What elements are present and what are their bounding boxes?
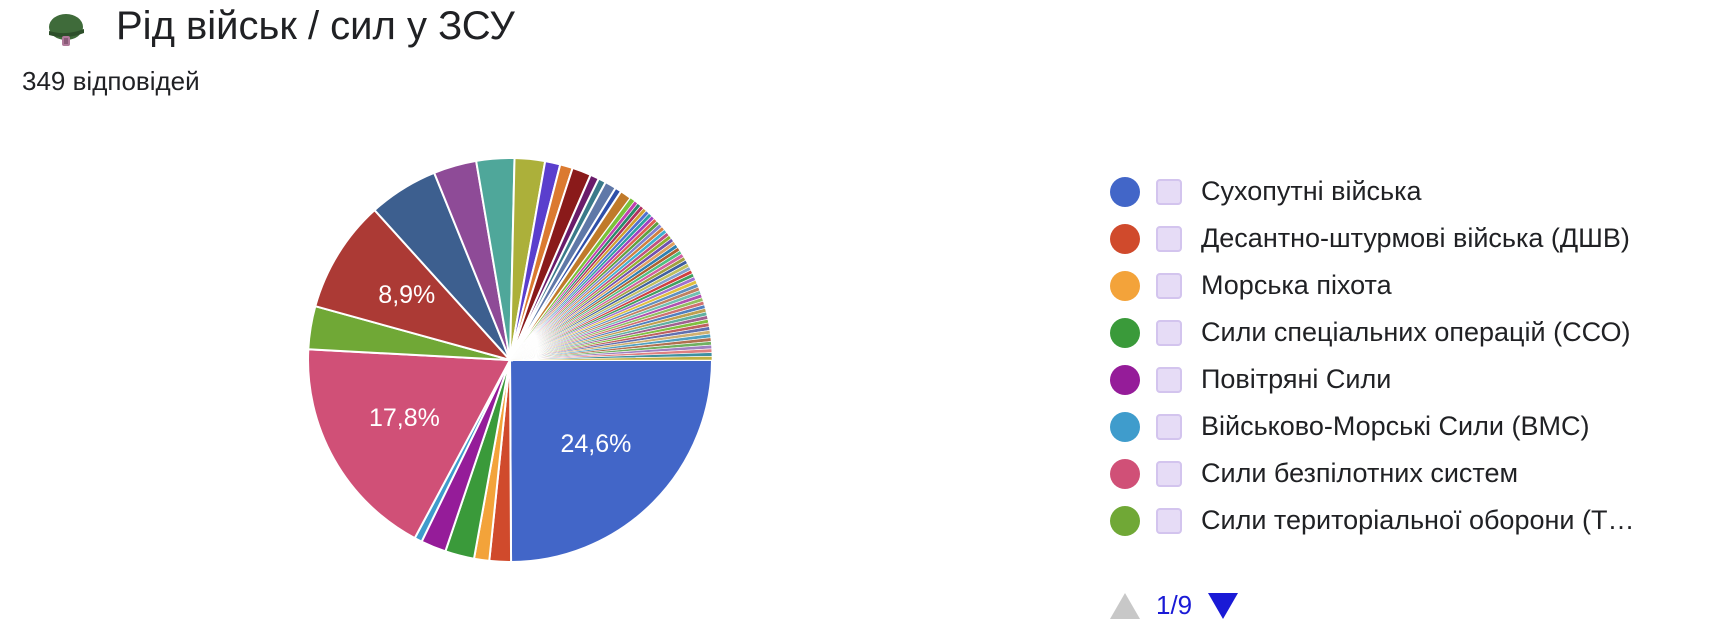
legend-label: Десантно-штурмові війська (ДШВ): [1201, 223, 1630, 253]
legend-item[interactable]: Десантно-штурмові війська (ДШВ): [1110, 215, 1634, 262]
arrow-down-icon[interactable]: [1208, 592, 1239, 619]
legend-item[interactable]: Сухопутні війська: [1110, 168, 1634, 215]
legend-item[interactable]: Повітряні Сили: [1110, 356, 1634, 403]
legend-checkbox[interactable]: [1156, 272, 1182, 299]
pie-chart: 24,6% 17,8% 8,9%: [307, 157, 714, 564]
legend-dot: [1110, 505, 1140, 536]
slice-label: 8,9%: [378, 281, 435, 309]
legend-label: Сили безпілотних систем: [1201, 458, 1519, 488]
chart-header: Рід військ / сил у ЗСУ: [44, 4, 515, 49]
page-indicator: 1/9: [1156, 590, 1193, 620]
legend-item[interactable]: Сили безпілотних систем: [1110, 450, 1634, 497]
legend-dot: [1110, 458, 1140, 489]
pie-slice[interactable]: [508, 359, 714, 564]
response-count: 349 відповідей: [22, 66, 200, 96]
legend-checkbox[interactable]: [1156, 460, 1182, 487]
legend-item[interactable]: Військово-Морські Сили (ВМС): [1110, 403, 1634, 450]
legend-checkbox[interactable]: [1156, 178, 1182, 205]
legend-checkbox[interactable]: [1156, 366, 1182, 393]
legend-item[interactable]: Сили спеціальних операцій (ССО): [1110, 309, 1634, 356]
legend-dot: [1110, 270, 1140, 301]
legend-label: Повітряні Сили: [1201, 364, 1392, 394]
legend: Сухопутні війська Десантно-штурмові війс…: [1110, 168, 1634, 544]
legend-label: Сухопутні війська: [1201, 176, 1422, 206]
pie-slice[interactable]: [307, 348, 512, 540]
chart-title: Рід військ / сил у ЗСУ: [116, 4, 515, 48]
legend-dot: [1110, 364, 1140, 395]
legend-pager: 1/9: [1110, 590, 1239, 621]
legend-item[interactable]: Морська піхота: [1110, 262, 1634, 309]
legend-label: Морська піхота: [1201, 270, 1392, 300]
legend-dot: [1110, 176, 1140, 207]
legend-checkbox[interactable]: [1156, 413, 1182, 440]
legend-label: Сили територіальної оборони (Т…: [1201, 505, 1635, 535]
legend-label: Сили спеціальних операцій (ССО): [1201, 317, 1631, 347]
legend-checkbox[interactable]: [1156, 225, 1182, 252]
pie-slice[interactable]: [314, 208, 514, 362]
legend-item[interactable]: Сили територіальної оборони (Т…: [1110, 497, 1634, 544]
pie-slice[interactable]: [509, 355, 713, 361]
legend-checkbox[interactable]: [1156, 319, 1182, 346]
helmet-icon: [49, 13, 84, 46]
legend-dot: [1110, 223, 1140, 254]
slice-label: 24,6%: [560, 430, 631, 458]
slice-label: 17,8%: [369, 404, 440, 432]
legend-checkbox[interactable]: [1156, 507, 1182, 534]
legend-dot: [1110, 317, 1140, 348]
arrow-up-icon[interactable]: [1110, 592, 1140, 619]
legend-label: Військово-Морські Сили (ВМС): [1201, 411, 1590, 441]
legend-dot: [1110, 411, 1140, 442]
